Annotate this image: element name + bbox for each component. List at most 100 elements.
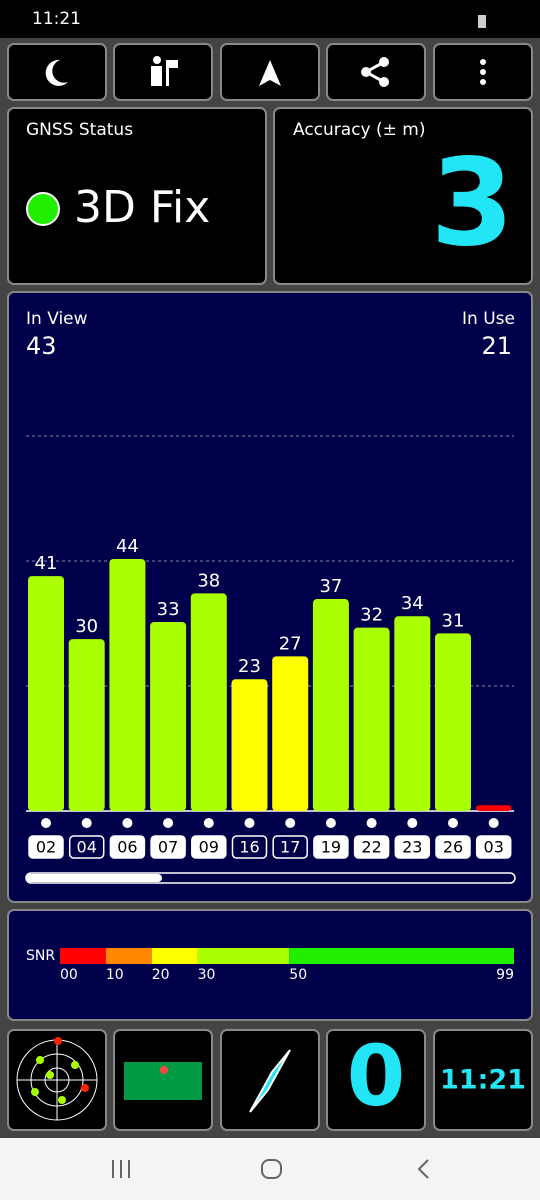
satellite-dot	[325, 818, 336, 828]
person-button[interactable]	[113, 43, 213, 101]
snr-label: SNR	[26, 948, 55, 964]
satellite-dot	[41, 818, 51, 828]
x-tick-label: 19	[321, 838, 341, 857]
prn-box	[150, 835, 186, 859]
satellite-dot	[448, 818, 458, 828]
snr-tick-label: 00	[60, 967, 78, 983]
satellite-dot	[203, 818, 214, 828]
x-tick-label: 22	[361, 838, 381, 857]
value-label: 32	[360, 605, 383, 626]
snr-scale: 00 10 20 30 50 99	[60, 948, 514, 983]
status-time: 11:21	[32, 9, 81, 29]
accuracy-panel	[273, 107, 533, 285]
prn-box	[475, 835, 512, 859]
share-lines	[365, 60, 385, 84]
satellite-dot	[407, 818, 418, 828]
snr-tick-label: 30	[198, 967, 216, 983]
x-tick-label: 26	[443, 838, 463, 857]
home-button[interactable]	[261, 1159, 282, 1179]
x-tick-label: 03	[484, 838, 504, 857]
value-label: 34	[401, 593, 424, 614]
bar	[150, 621, 187, 811]
bar	[394, 616, 431, 811]
bar	[28, 576, 64, 811]
prn-box	[272, 835, 308, 859]
prn-box	[231, 835, 268, 859]
snr-segment	[60, 948, 106, 964]
count-tile[interactable]	[326, 1029, 426, 1131]
arrow-icon	[259, 60, 281, 86]
in-view-label: In View	[26, 309, 88, 329]
snr-tick-label: 10	[106, 967, 124, 983]
value-label: 23	[238, 656, 261, 677]
satellite-dot	[81, 818, 92, 828]
satellite-dot	[285, 818, 296, 828]
satellite-dot	[244, 818, 255, 828]
bars: 41 02 30 04 44 06 33 07 38 09 23 16 27 17 37 19 32 22 34 23…	[28, 536, 512, 859]
satellite-dot	[122, 818, 133, 828]
snr-segment	[289, 948, 514, 964]
snr-segment	[105, 948, 152, 964]
x-tick-label: 17	[280, 838, 300, 857]
status-bar	[0, 0, 540, 38]
value-label: 33	[157, 599, 180, 620]
scrollbar-thumb[interactable]	[26, 874, 162, 882]
x-tick-label: 16	[239, 838, 259, 857]
sky-dots	[31, 1056, 79, 1104]
prn-box	[68, 835, 105, 859]
moon-icon	[45, 59, 68, 86]
prn-box	[191, 835, 227, 859]
value-label: 38	[197, 570, 220, 591]
x-tick-label: 02	[36, 838, 56, 857]
clock-value: 11:21	[440, 1065, 526, 1096]
snr-tick-label: 20	[152, 967, 170, 983]
prn-box	[353, 835, 390, 859]
bar	[68, 639, 105, 811]
satellite-dot	[488, 818, 499, 828]
x-tick-label: 07	[158, 838, 178, 857]
clock-tile[interactable]	[433, 1029, 533, 1131]
value-label: 31	[442, 610, 465, 631]
back-button[interactable]	[417, 1159, 429, 1179]
bar	[475, 805, 512, 811]
night-button[interactable]	[7, 43, 107, 101]
value-label: 44	[116, 536, 139, 557]
prn-box	[394, 835, 431, 859]
battery-icon	[478, 15, 486, 28]
prn-box	[28, 835, 64, 859]
in-use-label: In Use	[462, 309, 515, 329]
snr-segment	[197, 948, 290, 964]
value-label: 41	[35, 553, 58, 574]
sky-dots-red	[54, 1037, 89, 1092]
map-marker	[160, 1066, 168, 1074]
accuracy-value: 3	[431, 135, 515, 274]
menu-icon	[480, 59, 486, 85]
sky-view-icon	[16, 1039, 98, 1121]
satellite-dot	[366, 818, 377, 828]
satellite-dot	[163, 818, 174, 828]
x-tick-label: 04	[77, 838, 97, 857]
snr-segment	[151, 948, 198, 964]
person-icon	[151, 56, 178, 86]
recents-button[interactable]	[112, 1160, 130, 1178]
bar	[272, 656, 309, 811]
x-tick-label: 23	[402, 838, 422, 857]
fix-indicator	[26, 192, 60, 226]
snr-panel	[7, 909, 533, 1021]
value-label: 30	[75, 616, 98, 637]
prn-box	[313, 835, 349, 859]
bar	[353, 627, 390, 811]
count-value: 0	[347, 1027, 405, 1125]
value-label: 37	[319, 576, 342, 597]
x-tick-label: 06	[117, 838, 137, 857]
prn-box	[109, 835, 146, 859]
in-use-value: 21	[481, 332, 512, 360]
bar	[312, 599, 349, 811]
gnss-status-value: 3D Fix	[74, 182, 210, 233]
nav-bar	[0, 1138, 540, 1200]
share-button[interactable]	[326, 43, 426, 101]
value-label: 27	[279, 633, 302, 654]
snr-tick-label: 50	[289, 967, 307, 983]
